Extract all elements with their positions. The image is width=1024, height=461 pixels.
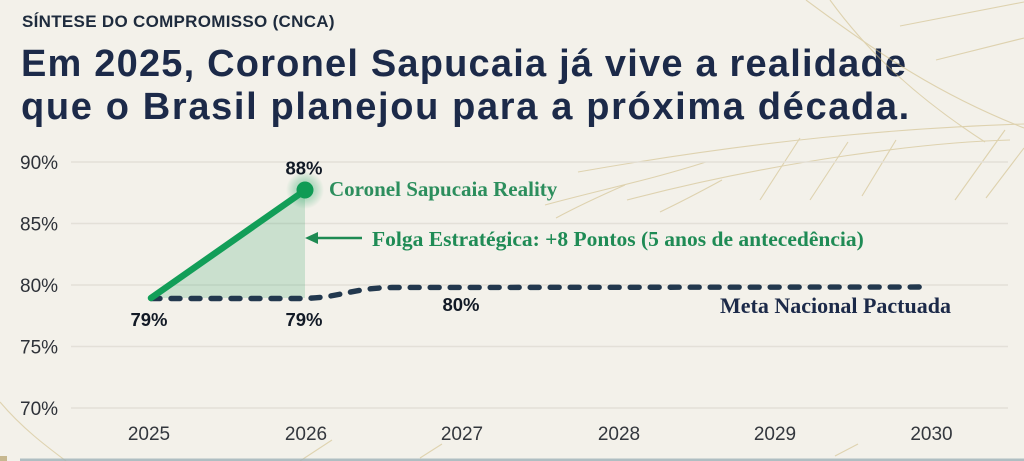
svg-text:2027: 2027 xyxy=(441,424,483,445)
svg-text:2025: 2025 xyxy=(128,424,170,445)
svg-text:80%: 80% xyxy=(442,294,479,315)
svg-text:75%: 75% xyxy=(20,338,58,359)
svg-text:70%: 70% xyxy=(20,399,58,420)
svg-text:90%: 90% xyxy=(20,153,58,174)
svg-text:85%: 85% xyxy=(20,215,58,236)
svg-text:Meta Nacional Pactuada: Meta Nacional Pactuada xyxy=(720,293,951,318)
svg-text:79%: 79% xyxy=(285,309,322,330)
svg-text:2028: 2028 xyxy=(598,424,640,445)
svg-text:2026: 2026 xyxy=(285,424,327,445)
svg-text:79%: 79% xyxy=(130,309,167,330)
svg-text:Coronel Sapucaia Reality: Coronel Sapucaia Reality xyxy=(329,177,558,201)
svg-text:Folga Estratégica: +8 Pontos (: Folga Estratégica: +8 Pontos (5 anos de … xyxy=(372,227,864,251)
svg-text:2029: 2029 xyxy=(754,424,796,445)
svg-text:88%: 88% xyxy=(285,158,322,179)
svg-text:2030: 2030 xyxy=(910,424,952,445)
svg-text:80%: 80% xyxy=(20,276,58,297)
